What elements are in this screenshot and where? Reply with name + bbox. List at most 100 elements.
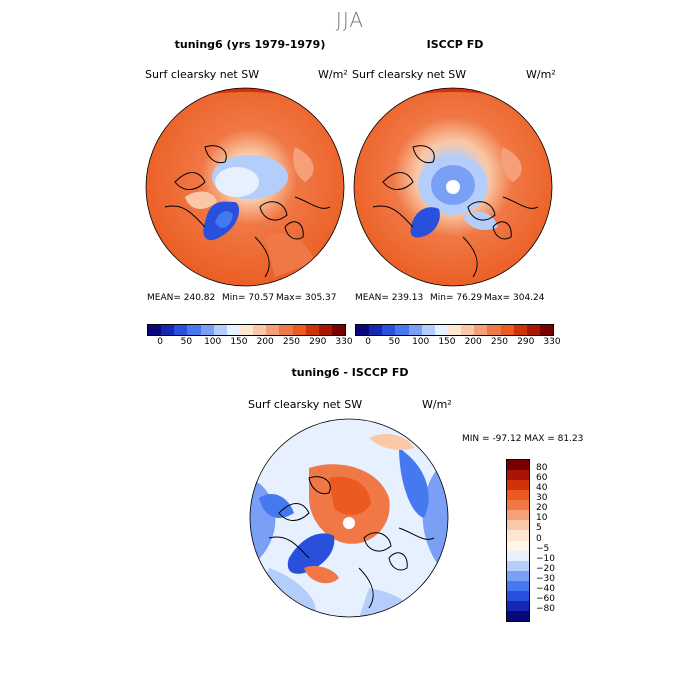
model-colorbar-swatch — [187, 325, 201, 335]
obs-panel-title: ISCCP FD — [426, 38, 484, 51]
model-variable-label: Surf clearsky net SW — [145, 68, 260, 81]
diff-colorbar-tick-label: −40 — [536, 583, 555, 594]
diff-colorbar-swatch — [507, 570, 529, 581]
obs-colorbar-swatch — [526, 325, 540, 335]
diff-colorbar-tick-label: −60 — [536, 593, 555, 604]
diff-colorbar-swatch — [507, 500, 529, 511]
model-polar-map — [145, 87, 345, 287]
model-colorbar-swatch — [161, 325, 175, 335]
model-colorbar-swatch — [292, 325, 306, 335]
diff-colorbar-tick-label: 80 — [536, 463, 548, 474]
obs-colorbar-swatch — [395, 325, 409, 335]
diff-colorbar-swatch — [507, 580, 529, 591]
model-panel-title: tuning6 (yrs 1979-1979) — [174, 38, 326, 51]
obs-colorbar-tick-label: 150 — [438, 337, 456, 347]
diff-colorbar-swatch — [507, 590, 529, 601]
diff-colorbar-swatch — [507, 510, 529, 521]
diff-colorbar-swatch — [507, 610, 529, 621]
diff-minmax-stat: MIN = -97.12 MAX = 81.23 — [462, 434, 584, 444]
obs-colorbar-tick-label: 250 — [490, 337, 509, 347]
model-colorbar-swatch — [253, 325, 267, 335]
obs-colorbar-tick-label: 50 — [388, 337, 401, 347]
model-colorbar-tick-label: 0 — [157, 337, 163, 347]
model-colorbar-swatch — [174, 325, 188, 335]
diff-panel-title: tuning6 - ISCCP FD — [291, 366, 409, 379]
diff-colorbar-tick-label: 20 — [536, 503, 548, 514]
obs-colorbar-swatch — [408, 325, 422, 335]
model-colorbar-swatch — [239, 325, 254, 335]
figure-title: JJA — [335, 8, 365, 32]
obs-colorbar-swatch — [539, 325, 554, 335]
diff-colorbar-tick-label: −5 — [536, 543, 550, 554]
diff-colorbar-tick-label: 30 — [536, 493, 548, 504]
obs-colorbar-swatch — [500, 325, 514, 335]
obs-variable-label: Surf clearsky net SW — [352, 68, 467, 81]
obs-colorbar-tick-label: 200 — [464, 337, 482, 347]
model-colorbar-swatch — [226, 325, 240, 335]
model-colorbar-swatch — [266, 325, 280, 335]
diff-colorbar-tick-label: 10 — [536, 513, 548, 524]
diff-colorbar-swatch — [507, 490, 529, 501]
diff-colorbar-swatch — [507, 560, 529, 571]
model-mean-stat: MEAN= 240.82 — [147, 293, 216, 303]
model-min-stat: Min= 70.57 — [222, 293, 275, 303]
obs-units-label: W/m² — [526, 68, 556, 81]
diff-colorbar-ticks: 80 60 40 30 20 10 5 0 −5 −10 −20 −30 −40 −60 −80 — [536, 459, 576, 620]
diff-polar-map — [249, 418, 449, 618]
diff-colorbar-tick-label: 60 — [536, 473, 548, 484]
model-max-stat: Max= 305.37 — [276, 293, 337, 303]
diff-colorbar-tick-label: −10 — [536, 553, 555, 564]
diff-colorbar-swatch — [507, 600, 529, 611]
model-colorbar-tick-label: 290 — [309, 337, 327, 347]
obs-colorbar-swatch — [369, 325, 383, 335]
model-colorbar-swatch — [213, 325, 227, 335]
diff-variable-label: Surf clearsky net SW — [248, 398, 363, 411]
obs-colorbar-ticks: 0 50 100 150 200 250 290 330 — [355, 337, 560, 349]
model-colorbar-swatch — [279, 325, 293, 335]
model-colorbar-swatch — [200, 325, 214, 335]
obs-colorbar-swatch — [487, 325, 501, 335]
diff-colorbar-tick-label: 40 — [536, 483, 548, 494]
obs-colorbar-swatch — [513, 325, 527, 335]
model-colorbar-ticks: 0 50 100 150 200 250 290 330 — [147, 337, 352, 349]
obs-colorbar-swatch — [474, 325, 488, 335]
model-units-label: W/m² — [318, 68, 348, 81]
obs-mean-stat: MEAN= 239.13 — [355, 293, 424, 303]
obs-colorbar-swatch — [447, 325, 462, 335]
obs-colorbar-swatch — [434, 325, 448, 335]
model-colorbar-tick-label: 150 — [230, 337, 248, 347]
diff-colorbar — [506, 459, 530, 622]
diff-colorbar-swatch — [507, 520, 529, 531]
diff-colorbar-tick-label: −20 — [536, 563, 555, 574]
model-colorbar-swatch — [318, 325, 332, 335]
obs-polar-map — [353, 87, 553, 287]
model-colorbar — [147, 324, 346, 336]
diff-units-label: W/m² — [422, 398, 452, 411]
obs-colorbar-tick-label: 100 — [412, 337, 430, 347]
diff-colorbar-tick-label: 5 — [536, 523, 542, 534]
diff-colorbar-tick-label: 0 — [536, 533, 542, 544]
obs-colorbar-tick-label: 330 — [543, 337, 561, 347]
diff-colorbar-swatch — [507, 530, 529, 541]
model-colorbar-tick-label: 200 — [256, 337, 274, 347]
obs-max-stat: Max= 304.24 — [484, 293, 545, 303]
diff-colorbar-tick-label: −80 — [536, 603, 555, 614]
model-colorbar-swatch — [331, 325, 346, 335]
obs-colorbar-swatch — [356, 325, 370, 335]
diff-colorbar-swatch — [507, 540, 529, 551]
model-colorbar-tick-label: 100 — [204, 337, 222, 347]
diff-colorbar-swatch — [507, 460, 529, 471]
model-colorbar-swatch — [148, 325, 162, 335]
model-colorbar-tick-label: 250 — [282, 337, 301, 347]
obs-min-stat: Min= 76.29 — [430, 293, 483, 303]
diff-colorbar-swatch — [507, 470, 529, 481]
diff-colorbar-tick-label: −30 — [536, 573, 555, 584]
model-colorbar-tick-label: 50 — [180, 337, 193, 347]
obs-colorbar — [355, 324, 554, 336]
obs-colorbar-swatch — [382, 325, 396, 335]
model-colorbar-swatch — [305, 325, 319, 335]
diff-colorbar-swatch — [507, 480, 529, 491]
model-colorbar-tick-label: 330 — [335, 337, 353, 347]
obs-colorbar-tick-label: 290 — [517, 337, 535, 347]
obs-colorbar-swatch — [461, 325, 475, 335]
